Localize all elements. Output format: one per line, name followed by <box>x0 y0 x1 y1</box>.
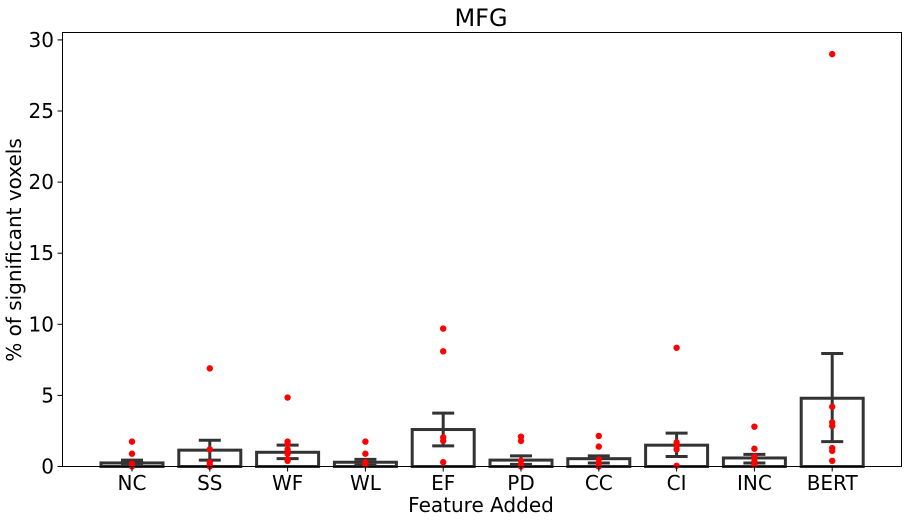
x-tick-label-ef: EF <box>431 471 455 495</box>
data-point-ss-1 <box>206 446 213 453</box>
x-axis: NC SS WF WL EF PD CC CI INC BERT <box>118 466 859 495</box>
y-axis-title: % of significant voxels <box>2 138 26 362</box>
data-point-nc-0 <box>128 438 136 445</box>
x-tick-label-wf: WF <box>272 471 303 495</box>
x-tick-label-ss: SS <box>197 471 222 495</box>
data-point-wf-4 <box>284 450 291 457</box>
y-tick-label: 15 <box>29 241 54 265</box>
x-tick-label-pd: PD <box>507 471 534 495</box>
data-point-inc-2 <box>751 453 758 460</box>
y-tick-label: 25 <box>29 99 54 123</box>
bars-layer <box>99 396 865 469</box>
plot-frame <box>62 32 902 467</box>
y-axis: 0 5 10 15 20 25 30 <box>29 28 63 479</box>
x-tick-label-cc: CC <box>585 471 613 495</box>
y-tick-label: 10 <box>29 312 54 336</box>
points-layer <box>128 50 836 470</box>
data-point-cc-1 <box>595 443 602 450</box>
y-tick-label: 5 <box>41 383 54 407</box>
data-point-bert-5 <box>829 447 836 455</box>
data-point-ef-1 <box>440 348 447 355</box>
x-tick-label-bert: BERT <box>807 471 859 495</box>
x-tick-label-nc: NC <box>118 471 147 495</box>
data-point-pd-1 <box>517 437 525 445</box>
data-point-wl-0 <box>362 438 369 445</box>
y-tick-label: 0 <box>41 455 54 479</box>
data-point-inc-0 <box>751 423 758 430</box>
data-point-ci-4 <box>673 462 680 469</box>
data-point-nc-1 <box>128 450 136 457</box>
data-point-wl-1 <box>362 450 369 457</box>
x-tick-label-ci: CI <box>667 471 687 495</box>
x-tick-label-inc: INC <box>737 471 772 495</box>
y-tick-label: 30 <box>29 28 54 52</box>
data-point-bert-1 <box>829 403 836 410</box>
data-point-wf-2 <box>284 440 291 447</box>
y-tick-label: 20 <box>29 170 54 194</box>
data-point-ef-4 <box>440 459 447 466</box>
data-point-bert-3 <box>829 422 836 430</box>
x-axis-title: Feature Added <box>408 493 554 517</box>
data-point-wf-0 <box>284 394 291 401</box>
data-point-ef-0 <box>440 325 447 332</box>
data-point-bert-6 <box>829 457 836 465</box>
data-point-ci-3 <box>673 446 680 453</box>
data-point-inc-1 <box>751 445 758 452</box>
data-point-cc-0 <box>595 432 602 440</box>
data-point-ss-0 <box>206 365 213 372</box>
chart-title: MFG <box>454 4 507 32</box>
data-point-bert-0 <box>829 50 836 58</box>
data-point-ef-3 <box>440 437 447 445</box>
x-tick-label-wl: WL <box>350 471 382 495</box>
data-point-ci-0 <box>673 344 680 351</box>
data-point-wf-6 <box>284 457 291 465</box>
